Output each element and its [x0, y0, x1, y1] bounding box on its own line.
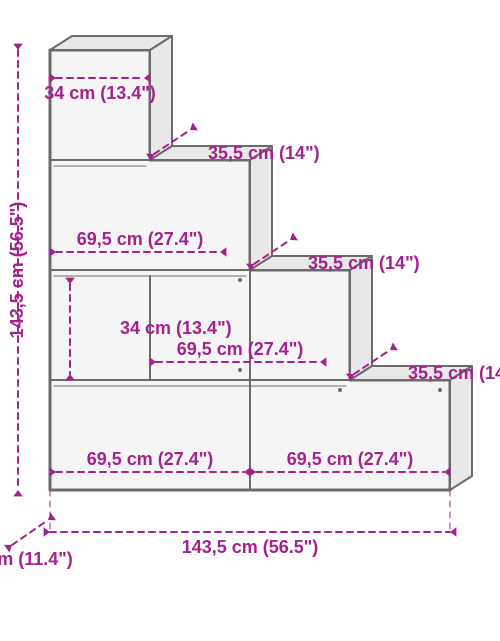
dim-innerh: 34 cm (13.4")	[120, 318, 232, 338]
dim-width-total: 143,5 cm (56.5")	[182, 537, 319, 557]
dim-shelf1: 69,5 cm (27.4")	[77, 229, 204, 249]
dim-step2: 35,5 cm (14")	[308, 253, 420, 273]
dim-shelf4: 69,5 cm (27.4")	[287, 449, 414, 469]
dim-step3: 35,5 cm (14")	[408, 363, 500, 383]
dim-step1: 35,5 cm (14")	[208, 143, 320, 163]
dim-shelf2: 69,5 cm (27.4")	[177, 339, 304, 359]
dim-shelf3: 69,5 cm (27.4")	[87, 449, 214, 469]
dim-height-total: 143,5 cm (56.5")	[7, 202, 27, 339]
dim-col1: 34 cm (13.4")	[44, 83, 156, 103]
dim-depth: cm (11.4")	[0, 549, 73, 569]
